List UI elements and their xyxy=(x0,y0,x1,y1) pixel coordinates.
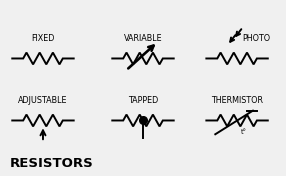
Text: t°: t° xyxy=(241,129,247,135)
Text: PHOTO: PHOTO xyxy=(242,34,270,43)
Text: RESISTORS: RESISTORS xyxy=(9,157,93,170)
Text: ADJUSTABLE: ADJUSTABLE xyxy=(18,96,68,105)
Text: FIXED: FIXED xyxy=(31,34,55,43)
Text: THERMISTOR: THERMISTOR xyxy=(211,96,263,105)
Text: VARIABLE: VARIABLE xyxy=(124,34,162,43)
Text: TAPPED: TAPPED xyxy=(128,96,158,105)
